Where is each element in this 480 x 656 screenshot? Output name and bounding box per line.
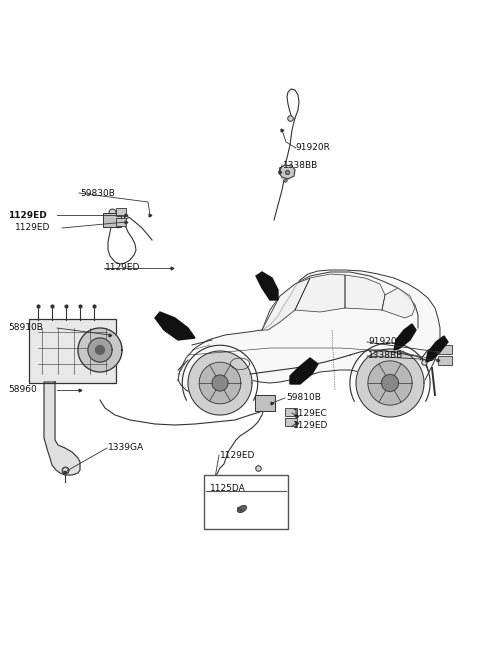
Text: 1125DA: 1125DA — [210, 484, 246, 493]
Text: 58910B: 58910B — [8, 323, 43, 333]
Text: 1129ED: 1129ED — [105, 264, 140, 272]
Polygon shape — [382, 288, 415, 318]
Polygon shape — [188, 351, 252, 415]
Polygon shape — [212, 375, 228, 391]
Polygon shape — [96, 346, 105, 354]
Text: 58960: 58960 — [8, 386, 37, 394]
Ellipse shape — [238, 505, 247, 512]
Text: 91920R: 91920R — [295, 144, 330, 152]
Text: 1129ED: 1129ED — [8, 211, 47, 220]
Bar — [116, 208, 126, 216]
Polygon shape — [368, 361, 412, 405]
Text: 59830B: 59830B — [80, 188, 115, 197]
Bar — [285, 418, 297, 426]
Polygon shape — [44, 382, 80, 475]
Polygon shape — [262, 278, 310, 330]
Polygon shape — [279, 165, 295, 179]
Polygon shape — [382, 375, 398, 392]
Polygon shape — [199, 362, 241, 404]
Bar — [438, 356, 452, 365]
FancyBboxPatch shape — [29, 319, 116, 383]
Polygon shape — [356, 349, 424, 417]
Polygon shape — [345, 275, 385, 310]
Polygon shape — [78, 328, 122, 372]
Text: 59810B: 59810B — [286, 394, 321, 403]
FancyBboxPatch shape — [204, 475, 288, 529]
Polygon shape — [178, 270, 440, 396]
Bar — [116, 218, 126, 226]
Bar — [285, 408, 297, 416]
Polygon shape — [394, 324, 416, 350]
Text: 1129ED: 1129ED — [220, 451, 255, 459]
Text: 1129EC: 1129EC — [293, 409, 328, 417]
Text: 1339GA: 1339GA — [108, 443, 144, 453]
FancyBboxPatch shape — [103, 213, 121, 227]
FancyBboxPatch shape — [255, 395, 275, 411]
Text: 1129ED: 1129ED — [15, 224, 50, 232]
Polygon shape — [426, 336, 448, 362]
Text: 1129ED: 1129ED — [293, 422, 328, 430]
Text: 1338BB: 1338BB — [283, 161, 318, 169]
Polygon shape — [256, 272, 278, 300]
Polygon shape — [290, 358, 318, 384]
Text: 1338BB: 1338BB — [368, 352, 403, 361]
Polygon shape — [295, 274, 345, 312]
Bar — [438, 345, 452, 354]
Text: 91920L: 91920L — [368, 337, 402, 346]
Polygon shape — [155, 312, 195, 340]
Polygon shape — [88, 338, 112, 362]
